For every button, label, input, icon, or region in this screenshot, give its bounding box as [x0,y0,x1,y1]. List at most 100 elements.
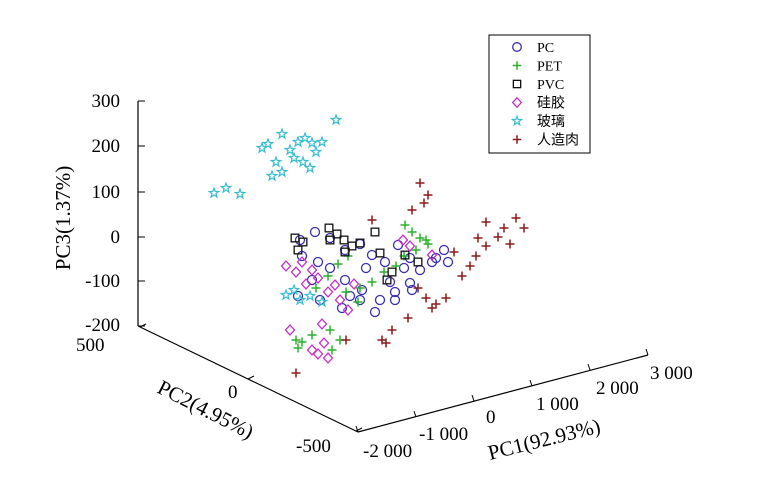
data-point-circle [324,262,336,274]
data-point-square [339,235,349,245]
data-point-circle [414,264,426,276]
data-point-diamond [426,249,438,261]
data-point-circle [404,277,416,289]
data-point-plus [415,178,425,188]
data-point-square [355,238,365,248]
data-point-circle [389,286,401,298]
data-point-plus [511,213,521,223]
data-point-circle [366,249,378,261]
data-point-star [315,135,329,148]
x-tick-label: 1 000 [536,394,579,415]
data-point-plus [415,233,425,243]
data-point-plus [403,313,413,323]
x-axis-ticks [355,348,649,433]
data-point-circle [360,262,372,274]
data-point-square [332,229,342,239]
data-point-plus [353,297,363,307]
data-point-star [261,137,275,150]
data-point-circle [389,294,401,306]
data-point-circle [392,239,404,251]
data-point-diamond [312,272,324,284]
x-tick-label: -2 000 [363,441,412,462]
data-point-plus [293,343,303,353]
x-axis-line [357,354,649,433]
data-point-circle [384,276,396,288]
data-points [207,113,529,378]
data-point-square [382,275,392,285]
data-point-star [219,181,233,194]
data-point-star [287,283,301,296]
data-point-plus [379,267,389,277]
data-point-circle [294,234,306,246]
data-point-circle [356,284,368,296]
data-point-star [298,131,312,144]
z-axis-tick-labels: 300 200 100 0 -100 -200 [85,91,120,336]
data-point-plus [423,190,433,200]
data-point-plus [465,261,475,271]
data-point-plus [431,299,441,309]
legend-marker [512,42,522,52]
data-point-plus [355,283,365,293]
data-point-square [375,248,385,258]
data-point-diamond [342,304,354,316]
data-point-star [329,113,343,126]
data-point-circle [406,284,418,296]
data-point-diamond [296,256,308,268]
data-point-diamond [280,260,292,272]
legend-marker [511,96,523,109]
data-point-circle [438,244,450,256]
data-point-star [303,289,317,302]
z-tick-label: -100 [85,271,120,292]
data-point-plus [493,232,503,242]
legend-label: PVC [537,78,564,93]
z-tick-label: 100 [92,182,121,203]
x-tick-label: 2 000 [596,378,639,399]
data-point-square [387,267,397,277]
data-point-plus [291,368,301,378]
data-point-plus [333,259,343,269]
x-tick-label: 3 000 [650,363,693,384]
data-point-diamond [329,279,341,291]
data-point-plus [481,241,491,251]
data-point-diamond [348,278,360,290]
data-point-plus [519,223,529,233]
data-point-plus [457,271,467,281]
data-point-star [303,161,317,174]
data-point-plus [411,245,421,255]
data-point-plus [341,335,351,345]
z-tick-label: 300 [92,91,121,112]
data-point-circle [339,274,351,286]
data-point-plus [311,283,321,293]
data-point-plus [421,235,431,245]
data-point-circle [354,294,366,306]
data-point-plus [327,345,337,355]
z-tick-label: 0 [111,227,121,248]
y-tick-label: 0 [228,382,238,403]
data-point-square [324,223,334,233]
data-point-square [325,235,335,245]
data-point-plus [307,330,317,340]
data-point-square [400,250,410,260]
data-point-plus [341,287,351,297]
data-point-star [275,127,289,140]
legend-marker [512,135,522,144]
data-point-star [275,165,289,178]
y-axis-tick-labels: 500 0 -500 [76,335,331,457]
data-point-circle [369,306,381,318]
data-point-circle [442,256,454,268]
data-point-plus [291,335,301,345]
data-point-circle [312,256,324,268]
data-point-square [413,257,423,267]
data-point-circle [404,252,416,264]
legend-label: 人造肉 [537,133,579,149]
data-point-star [279,288,293,301]
data-point-square [340,247,350,257]
data-point-plus [407,205,417,215]
z-axis-label: PC3(1.37%) [51,166,75,270]
data-point-diamond [284,324,296,336]
legend-label: 硅胶 [537,95,565,112]
legend-label: PC [537,41,554,56]
data-point-plus [473,233,483,243]
